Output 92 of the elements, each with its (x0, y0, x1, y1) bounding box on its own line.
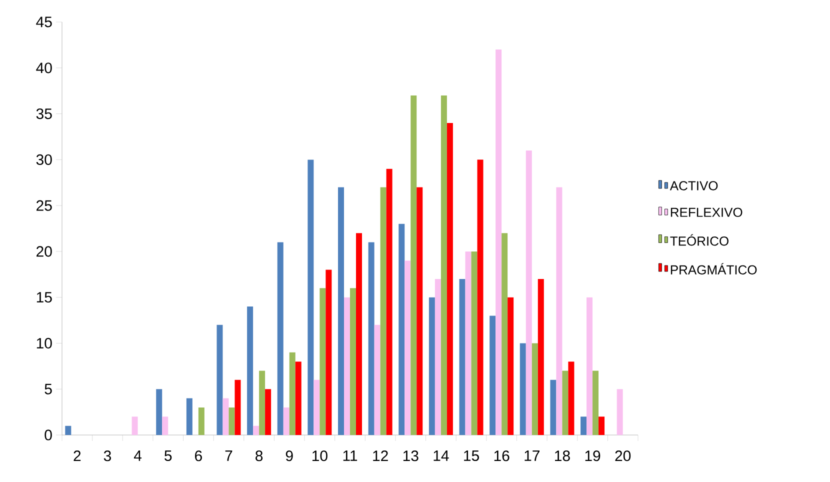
bar (568, 362, 574, 435)
bar (580, 416, 587, 435)
x-tick-label: 11 (343, 450, 358, 461)
bar (562, 370, 568, 435)
bar (386, 168, 392, 435)
bar (592, 370, 599, 435)
y-tick-label: 5 (44, 384, 52, 394)
bar (265, 389, 272, 435)
bar (459, 278, 466, 435)
bar (356, 233, 362, 435)
y-tick-label: 30 (36, 154, 52, 165)
y-tick-label: 45 (36, 16, 52, 28)
bar (162, 416, 168, 435)
x-tick-label: 13 (403, 450, 418, 462)
bar (508, 297, 514, 435)
bar (556, 187, 562, 435)
x-tick-label: 14 (434, 450, 449, 461)
bar (277, 242, 284, 435)
bar (156, 389, 162, 435)
bar (338, 187, 344, 435)
y-tick-label: 40 (36, 62, 52, 74)
bar (416, 187, 423, 435)
bar (477, 160, 484, 435)
bar (368, 242, 374, 435)
x-tick-label: 8 (256, 450, 263, 462)
bar (598, 416, 605, 435)
x-tick-label: 12 (373, 450, 388, 462)
bar (496, 50, 502, 435)
bar (326, 270, 332, 435)
bar (259, 370, 266, 435)
y-tick-label: 35 (36, 108, 52, 120)
bar (65, 426, 72, 435)
bar (253, 426, 260, 435)
x-tick-label: 7 (225, 450, 232, 461)
bar (410, 95, 417, 435)
bar (186, 398, 192, 435)
x-tick-label: 19 (585, 450, 600, 462)
bar (520, 343, 526, 435)
bar (532, 343, 538, 435)
bar (216, 324, 223, 435)
x-tick-label: 20 (615, 450, 631, 462)
bar (404, 260, 411, 435)
bar (526, 150, 532, 435)
bar (295, 362, 302, 435)
bar (502, 233, 508, 435)
bar (283, 407, 290, 435)
x-tick-label: 16 (494, 450, 510, 462)
x-tick-label: 15 (464, 450, 479, 461)
x-tick-label: 17 (524, 450, 540, 461)
bar (132, 416, 138, 435)
y-tick-label: 20 (36, 246, 52, 257)
x-tick-label: 4 (134, 450, 142, 461)
x-tick-label: 10 (312, 450, 328, 462)
bar (428, 297, 435, 435)
bar (586, 297, 593, 435)
bar (374, 324, 380, 435)
bar (344, 297, 350, 435)
bar (490, 316, 496, 435)
bar (247, 306, 254, 435)
x-tick-label: 18 (555, 450, 570, 462)
x-tick-label: 9 (286, 450, 293, 462)
x-tick-label: 6 (195, 450, 202, 462)
legend-label: ACTIVO (670, 181, 718, 190)
y-tick-label: 10 (36, 338, 52, 349)
bar (314, 380, 320, 435)
bar (616, 389, 623, 435)
bar (434, 278, 441, 435)
y-tick-label: 0 (44, 430, 52, 440)
bar (471, 251, 478, 435)
legend-label: REFLEXIVO (670, 208, 742, 217)
bar (446, 122, 453, 435)
bar (234, 380, 241, 435)
y-tick-label: 25 (36, 200, 52, 211)
x-tick-label: 5 (164, 450, 172, 461)
bar (440, 95, 447, 435)
bar (222, 398, 229, 435)
x-tick-label: 2 (74, 450, 81, 462)
bar (398, 224, 405, 435)
bar (320, 288, 326, 435)
bar (550, 380, 556, 435)
bar (308, 160, 314, 435)
bar (350, 288, 356, 435)
x-tick-label: 3 (104, 450, 111, 462)
bar (228, 407, 235, 435)
bar (465, 251, 472, 435)
bar (289, 352, 296, 435)
bar (380, 187, 386, 435)
legend-label: PRAGMÁTICO (670, 263, 757, 274)
legend-label: TEÓRICO (670, 234, 728, 246)
bar (538, 278, 544, 435)
bar (198, 407, 204, 435)
y-tick-label: 15 (36, 292, 52, 303)
